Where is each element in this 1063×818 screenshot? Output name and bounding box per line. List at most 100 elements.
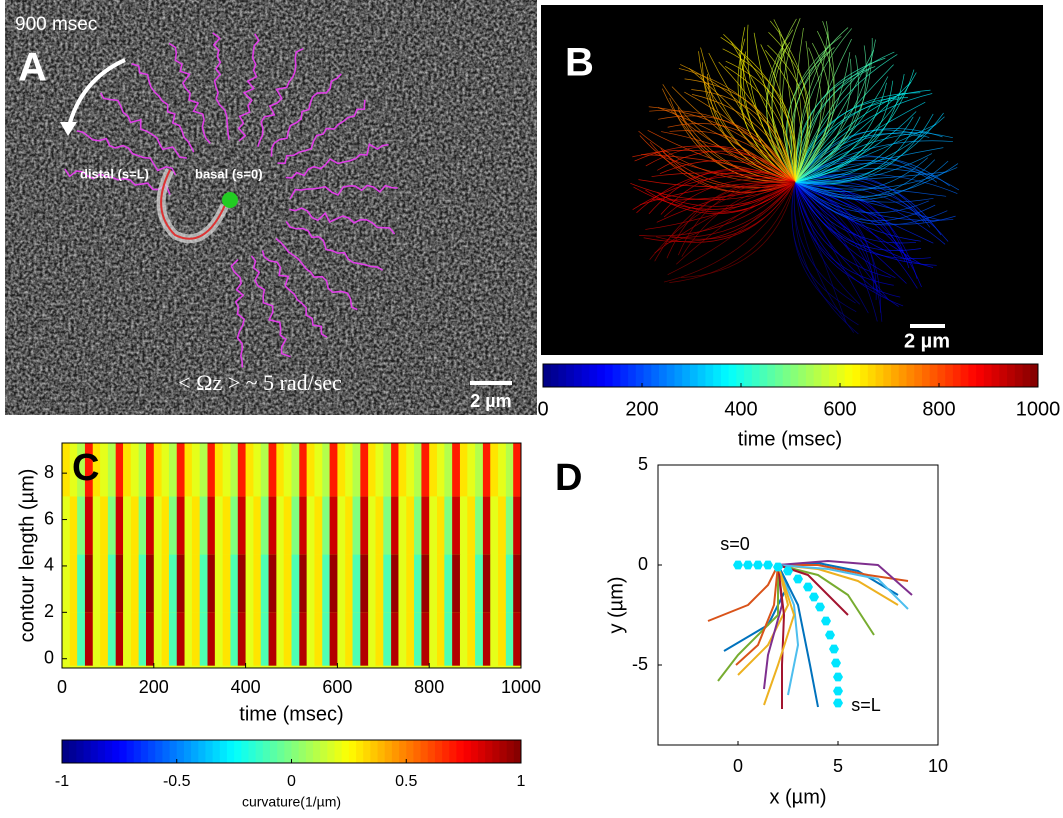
heatmap-cell <box>230 612 239 666</box>
waveform <box>656 181 796 223</box>
colorbar-cell <box>976 364 985 387</box>
heatmap-cell <box>69 612 78 666</box>
waveform <box>794 82 887 183</box>
heatmap-cell <box>184 443 193 497</box>
heatmap-cell <box>253 443 262 497</box>
flagellum-trace <box>160 169 226 240</box>
heatmap-cell <box>306 554 315 613</box>
waveform <box>684 91 796 183</box>
track <box>277 99 366 165</box>
micrograph-noise <box>5 0 537 415</box>
track <box>257 47 304 148</box>
waveform <box>657 150 796 183</box>
waveform <box>691 89 796 183</box>
waveform <box>794 181 921 242</box>
colorbar-cell <box>327 740 336 763</box>
colorbar-cell <box>1022 364 1031 387</box>
heatmap-cell <box>352 612 361 666</box>
colorbar-cell <box>597 364 606 387</box>
heatmap-cell <box>245 612 254 666</box>
heatmap-cell <box>459 554 468 613</box>
waveform <box>632 175 796 210</box>
heatmap-cell <box>314 496 323 555</box>
waveform <box>794 181 894 286</box>
heatmap-cell <box>291 496 300 555</box>
waveforms <box>630 18 960 335</box>
colorbar-cell <box>334 740 343 763</box>
waveform <box>794 163 960 191</box>
colorbar-cell <box>148 740 156 763</box>
heatmap-cell <box>191 612 200 666</box>
heatmap-cell <box>245 496 254 555</box>
heatmap-cell <box>283 496 292 555</box>
colorbar-cell <box>155 740 163 763</box>
marker <box>793 574 803 584</box>
heatmap-cell <box>406 496 415 555</box>
heatmap-cell <box>161 612 170 666</box>
colorbar-tick-label: 0.5 <box>395 773 417 790</box>
colorbar-cell <box>790 364 799 387</box>
heatmap-cell <box>383 443 392 497</box>
waveform <box>794 42 831 183</box>
colorbar-cell <box>477 740 486 763</box>
waveform <box>794 116 914 183</box>
colorbar-cell <box>906 364 915 387</box>
heatmap-cell <box>513 612 522 666</box>
waveform <box>633 181 796 210</box>
heatmap-cell <box>153 443 162 497</box>
curve <box>777 564 785 709</box>
heatmap-cell <box>398 496 407 555</box>
waveform <box>794 47 822 183</box>
heatmap-cell <box>345 554 353 613</box>
heatmap-cell <box>69 496 78 555</box>
colorbar-cell <box>782 364 791 387</box>
heatmap-cell <box>84 443 94 497</box>
heatmap-cell <box>69 554 78 613</box>
x-tick-label: 800 <box>414 677 444 697</box>
colorbar-cell <box>620 364 629 387</box>
track <box>131 63 195 153</box>
heatmap-cell <box>406 443 415 497</box>
waveform <box>645 145 796 183</box>
track <box>285 221 384 271</box>
colorbar-cell <box>628 364 637 387</box>
colorbar-cell <box>543 364 552 387</box>
waveform <box>649 110 796 183</box>
heatmap-cell <box>107 554 117 613</box>
colorbar-cell <box>298 740 307 763</box>
colorbar-cell <box>991 364 1000 387</box>
y-axis-label: contour length (µm) <box>16 469 38 643</box>
colorbar-cell <box>413 740 422 763</box>
colorbar-cell <box>470 740 479 763</box>
heatmap-cell <box>191 496 200 555</box>
marker <box>763 560 773 570</box>
colorbar-cell <box>682 364 691 387</box>
waveform <box>794 181 918 289</box>
track <box>76 130 177 176</box>
colorbar-cell <box>1007 364 1016 387</box>
colorbar-cell <box>370 740 379 763</box>
heatmap-cell <box>100 554 109 613</box>
colorbar-cell <box>198 740 206 763</box>
colorbar-cell <box>829 364 838 387</box>
heatmap-cell <box>237 443 246 497</box>
heatmap-cell <box>62 496 71 555</box>
waveform <box>794 181 922 251</box>
colorbar-cell <box>406 740 414 763</box>
heatmap-cell <box>176 443 185 497</box>
waveform <box>794 69 915 183</box>
heatmap-cell <box>176 612 185 666</box>
heatmap-cell <box>475 443 484 497</box>
marker <box>831 658 841 668</box>
x-tick-label: 200 <box>139 677 169 697</box>
heatmap-cell <box>161 443 170 497</box>
waveform <box>794 181 855 333</box>
tracks <box>64 32 398 368</box>
heatmap-cell <box>391 443 399 497</box>
waveform <box>791 181 857 312</box>
colorbar-tick-label: 0 <box>537 398 548 420</box>
x-tick-label: 0 <box>57 677 67 697</box>
heatmap-cell <box>268 554 277 613</box>
colorbar-cell <box>968 364 977 387</box>
colorbar-cell <box>736 364 745 387</box>
